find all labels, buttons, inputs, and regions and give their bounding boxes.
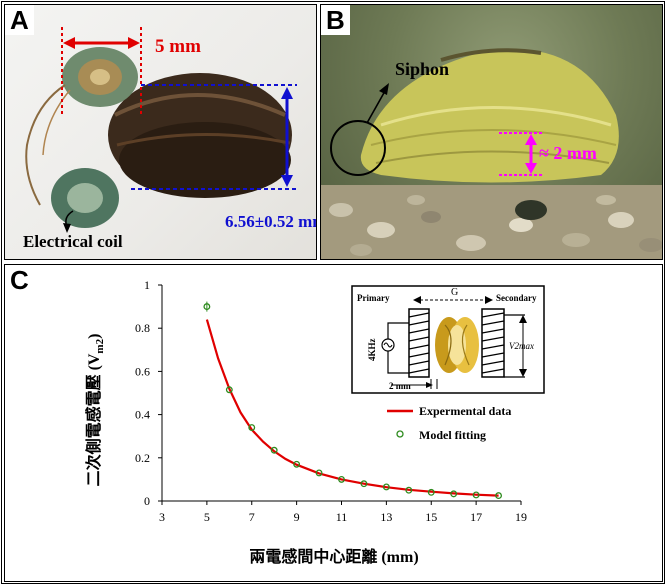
x-tick-label: 5 [204, 510, 210, 524]
siphon-circle-icon [330, 120, 386, 176]
x-tick-label: 15 [425, 510, 437, 524]
chart-legend: Expermental data Model fitting [387, 404, 511, 442]
y-tick-label: 0.6 [135, 364, 150, 378]
panel-b-illustration: Siphon ≈ 2 mm [321, 48, 662, 259]
data-point-model-fitting [360, 480, 368, 488]
x-tick-label: 13 [380, 510, 392, 524]
y-tick-label: 1 [144, 278, 150, 292]
legend-series-1: Expermental data [419, 404, 511, 418]
voltage-distance-chart: 3 5 7 9 11 13 15 17 19 0 0.2 0.4 0.6 0.8 1 [84, 278, 545, 566]
voltage-label: V2max [509, 341, 534, 351]
coil-setup-inset: Primary Secondary G 4KHz 2 mm V2max [351, 285, 545, 394]
data-point-model-fitting [450, 490, 458, 498]
data-point-model-fitting [472, 491, 480, 499]
data-point-model-fitting [248, 424, 256, 432]
x-tick-label: 3 [159, 510, 165, 524]
x-tick-label: 11 [336, 510, 348, 524]
y-axis-ticks: 0 0.2 0.4 0.6 0.8 1 [135, 278, 162, 508]
primary-coil-icon [408, 308, 430, 378]
x-axis-ticks: 3 5 7 9 11 13 15 17 19 [159, 501, 527, 524]
height-annotation: 6.56±0.52 mm [225, 212, 317, 231]
data-point-model-fitting [382, 483, 390, 491]
legend-marker-swatch [396, 430, 404, 438]
mussel-shell-lower [119, 122, 291, 198]
panel-c-label: C [5, 265, 34, 295]
chart-series [203, 301, 503, 500]
x-tick-label: 19 [515, 510, 527, 524]
primary-label: Primary [357, 293, 390, 303]
panel-a-photo: 5 mm 6.56±0.52 mm Electrical coil A [4, 4, 317, 260]
panel-a-label: A [5, 5, 34, 35]
x-tick-label: 17 [470, 510, 482, 524]
data-point-model-fitting [293, 460, 301, 468]
clam-shell-icon [360, 48, 619, 183]
panel-c-chart: 3 5 7 9 11 13 15 17 19 0 0.2 0.4 0.6 0.8 1 [4, 264, 663, 582]
y-tick-label: 0 [144, 494, 150, 508]
y-tick-label: 0.2 [135, 451, 150, 465]
panel-a-illustration: 5 mm 6.56±0.52 mm Electrical coil [23, 27, 317, 251]
data-point-model-fitting [495, 492, 503, 500]
coil-label: Electrical coil [23, 232, 123, 251]
x-axis-title: 兩電感間中心距離 (mm) [249, 547, 418, 566]
panel-b-label: B [321, 5, 350, 35]
data-point-model-fitting [405, 486, 413, 494]
freq-label: 4KHz [367, 338, 377, 361]
siphon-pointer-arrow-icon [366, 90, 386, 124]
spacing-label: 2 mm [389, 381, 411, 391]
siphon-label: Siphon [395, 59, 449, 79]
secondary-label: Secondary [496, 293, 537, 303]
gravel-icon [329, 195, 662, 256]
data-point-model-fitting [338, 475, 345, 483]
width-annotation: 5 mm [155, 36, 201, 57]
x-tick-label: 9 [294, 510, 300, 524]
clam-icon [435, 317, 479, 373]
data-point-model-fitting [315, 469, 323, 477]
panel-b-photo: Siphon ≈ 2 mm B [320, 4, 663, 260]
legend-series-2: Model fitting [419, 428, 486, 442]
data-point-model-fitting [225, 386, 233, 394]
x-tick-label: 7 [249, 510, 255, 524]
gap-g-label: G [451, 287, 458, 298]
data-point-model-fitting [427, 488, 435, 496]
gap-annotation: ≈ 2 mm [539, 143, 597, 163]
y-axis-title: 二次側電感電壓 (Vm2) [84, 334, 106, 487]
y-tick-label: 0.8 [135, 321, 150, 335]
y-tick-label: 0.4 [135, 408, 150, 422]
wire-icon [25, 84, 66, 206]
series-line-experimental [205, 319, 499, 497]
data-point-model-fitting [270, 446, 278, 454]
secondary-coil-icon [481, 308, 505, 378]
